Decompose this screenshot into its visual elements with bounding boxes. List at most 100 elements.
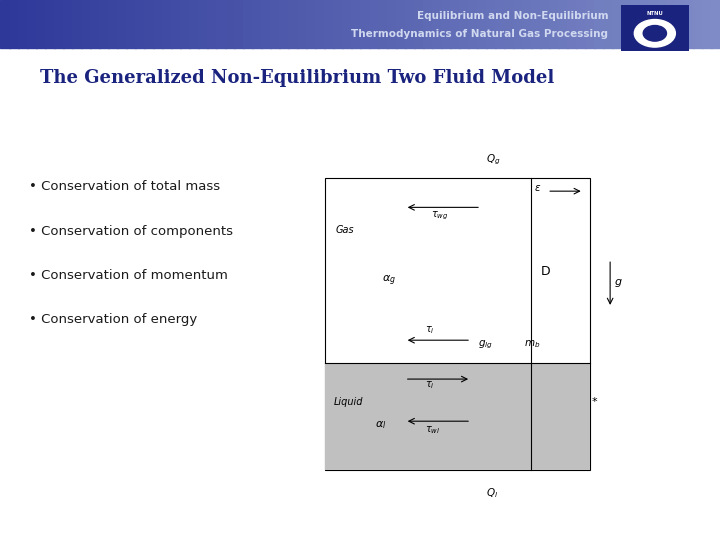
Bar xyxy=(225,0,235,48)
Bar xyxy=(576,0,586,48)
Bar xyxy=(684,0,694,48)
Text: The Generalized Non-Equilibrium Two Fluid Model: The Generalized Non-Equilibrium Two Flui… xyxy=(40,69,554,87)
Circle shape xyxy=(634,19,675,47)
Bar xyxy=(657,0,667,48)
Bar xyxy=(567,0,577,48)
Bar xyxy=(369,0,379,48)
Bar xyxy=(585,0,595,48)
Bar xyxy=(261,0,271,48)
Bar xyxy=(0,0,11,48)
Bar xyxy=(459,0,469,48)
Text: • Conservation of components: • Conservation of components xyxy=(29,225,233,238)
Text: $\alpha_l$: $\alpha_l$ xyxy=(375,420,387,431)
Text: $m_b$: $m_b$ xyxy=(524,339,541,350)
Text: $Q_g$: $Q_g$ xyxy=(486,152,500,167)
Bar xyxy=(450,0,461,48)
Bar xyxy=(432,0,442,48)
Bar xyxy=(243,0,253,48)
Bar xyxy=(387,0,397,48)
Bar xyxy=(423,0,433,48)
Bar xyxy=(612,0,622,48)
Bar xyxy=(63,0,73,48)
Bar xyxy=(234,0,245,48)
Bar xyxy=(702,0,712,48)
Text: D: D xyxy=(541,265,550,279)
Bar xyxy=(135,0,145,48)
Text: $\varepsilon$: $\varepsilon$ xyxy=(534,183,541,193)
Bar xyxy=(279,0,289,48)
Bar xyxy=(711,0,720,48)
Bar xyxy=(693,0,703,48)
Text: $g_{lg}$: $g_{lg}$ xyxy=(477,339,492,352)
Bar xyxy=(108,0,119,48)
Bar xyxy=(153,0,163,48)
Bar xyxy=(325,363,590,470)
Bar xyxy=(18,0,29,48)
Bar xyxy=(297,0,307,48)
Text: g: g xyxy=(615,277,622,287)
Text: $\tau_{wg}$: $\tau_{wg}$ xyxy=(431,210,449,222)
Bar xyxy=(54,0,65,48)
Text: $\alpha_g$: $\alpha_g$ xyxy=(382,273,395,288)
Bar xyxy=(144,0,154,48)
Bar xyxy=(324,0,334,48)
Text: $\tau_i$: $\tau_i$ xyxy=(425,324,434,336)
Text: Gas: Gas xyxy=(336,225,354,235)
Bar xyxy=(378,0,389,48)
Text: $\tau_{wl}$: $\tau_{wl}$ xyxy=(425,424,440,436)
Bar xyxy=(90,0,101,48)
Text: $\tau_i$: $\tau_i$ xyxy=(425,379,434,391)
Bar xyxy=(171,0,181,48)
Bar xyxy=(648,0,658,48)
Bar xyxy=(180,0,190,48)
Bar xyxy=(315,0,325,48)
Bar xyxy=(198,0,209,48)
Bar xyxy=(45,0,55,48)
Circle shape xyxy=(643,25,667,41)
Bar xyxy=(441,0,451,48)
Bar xyxy=(603,0,613,48)
Bar xyxy=(594,0,604,48)
Bar xyxy=(288,0,299,48)
Bar xyxy=(468,0,478,48)
Bar xyxy=(252,0,262,48)
Bar xyxy=(522,0,532,48)
Bar xyxy=(405,0,415,48)
Bar xyxy=(325,178,590,470)
Bar xyxy=(126,0,137,48)
Bar xyxy=(270,0,281,48)
Bar xyxy=(621,0,631,48)
Text: • Conservation of momentum: • Conservation of momentum xyxy=(29,269,228,282)
Bar xyxy=(189,0,199,48)
Bar xyxy=(333,0,343,48)
Bar xyxy=(81,0,91,48)
Bar xyxy=(549,0,559,48)
Bar xyxy=(558,0,569,48)
Bar xyxy=(477,0,487,48)
Bar xyxy=(495,0,505,48)
Text: $Q_l$: $Q_l$ xyxy=(486,485,498,500)
Text: • Conservation of energy: • Conservation of energy xyxy=(29,313,197,326)
Bar xyxy=(72,0,82,48)
Bar xyxy=(9,0,19,48)
Bar xyxy=(414,0,424,48)
Bar xyxy=(630,0,641,48)
Bar xyxy=(504,0,514,48)
Bar xyxy=(675,0,685,48)
Bar xyxy=(99,0,109,48)
Bar xyxy=(306,0,317,48)
Bar xyxy=(486,0,497,48)
Bar xyxy=(36,0,46,48)
Bar xyxy=(639,0,649,48)
Text: Equilibrium and Non-Equilibrium: Equilibrium and Non-Equilibrium xyxy=(417,11,608,21)
Text: • Conservation of total mass: • Conservation of total mass xyxy=(29,180,220,193)
Bar xyxy=(216,0,226,48)
Text: Thermodynamics of Natural Gas Processing: Thermodynamics of Natural Gas Processing xyxy=(351,29,608,39)
Text: Liquid: Liquid xyxy=(333,397,363,407)
Bar xyxy=(513,0,523,48)
Bar xyxy=(666,0,677,48)
Bar xyxy=(396,0,407,48)
Bar xyxy=(540,0,550,48)
Bar xyxy=(117,0,127,48)
Bar xyxy=(360,0,370,48)
